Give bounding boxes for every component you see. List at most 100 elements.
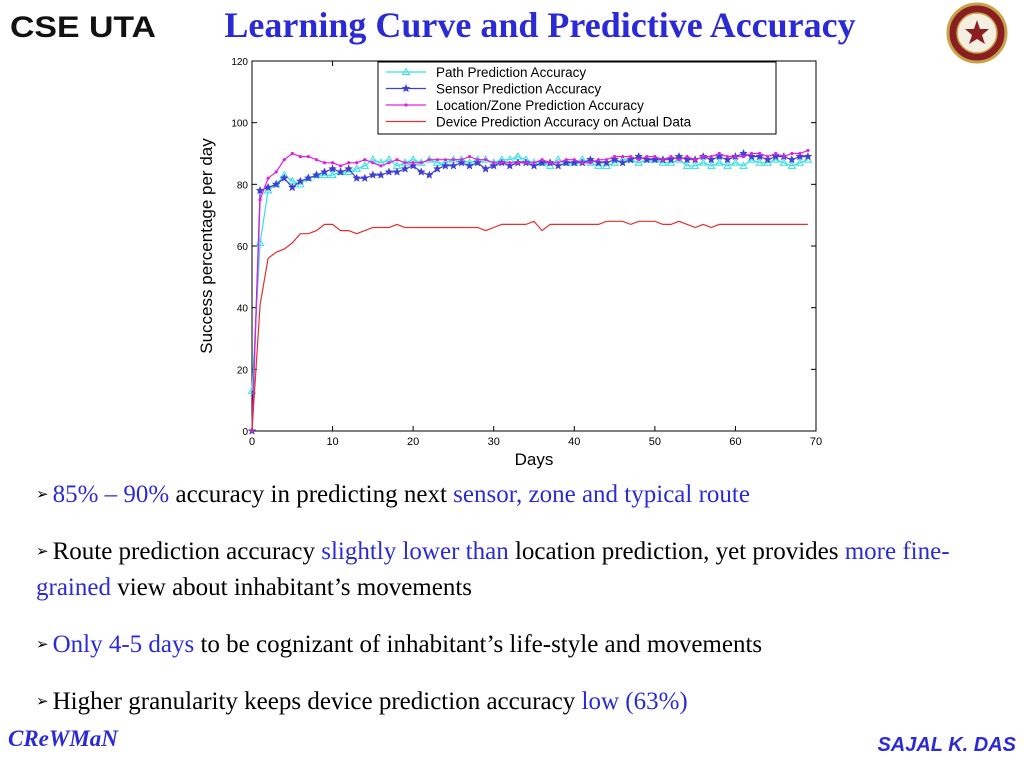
data-point — [682, 161, 692, 169]
chart-svg: 0 10 20 30 40 50 60 70 0 20 40 60 80 100 120 Path Pred… — [197, 57, 822, 469]
data-point — [795, 158, 805, 166]
chart-legend: Path Prediction Accuracy Sensor Predictio… — [377, 61, 777, 135]
data-point — [368, 170, 378, 179]
legend-label: Location/Zone Prediction Accuracy — [436, 98, 644, 113]
data-point — [618, 158, 628, 167]
bullet-arrow-icon: ➢ — [36, 542, 49, 560]
data-point — [537, 158, 547, 167]
data-point — [782, 154, 786, 159]
data-point — [384, 167, 394, 176]
logo-text: CSE UTA — [10, 11, 156, 44]
data-point — [492, 161, 496, 165]
data-point — [723, 161, 732, 169]
highlighted-text: sensor, zone and typical route — [453, 481, 750, 508]
data-point — [508, 161, 512, 165]
data-point — [706, 161, 716, 169]
bullet-arrow-icon: ➢ — [36, 692, 49, 710]
data-point — [448, 161, 458, 170]
data-point — [693, 158, 697, 162]
data-point — [298, 154, 302, 159]
data-point — [612, 154, 617, 159]
data-point — [411, 161, 415, 165]
legend-label: Path Prediction Accuracy — [436, 65, 586, 80]
y-tick-label: 40 — [237, 304, 249, 315]
data-point — [306, 154, 310, 159]
data-point — [758, 151, 762, 156]
data-point — [706, 155, 716, 164]
data-point — [387, 161, 391, 165]
data-point — [787, 161, 797, 169]
data-point — [602, 158, 611, 167]
data-point — [295, 176, 305, 186]
x-axis-label: Days — [515, 450, 554, 469]
data-point — [484, 158, 488, 162]
data-point — [500, 161, 504, 165]
data-point — [424, 170, 434, 179]
data-point — [363, 158, 367, 162]
data-point — [594, 158, 603, 167]
data-point — [803, 151, 813, 161]
data-point — [524, 161, 528, 165]
series-line — [251, 220, 808, 432]
y-tick-label: 100 — [231, 119, 248, 130]
highlighted-text: low (63%) — [581, 688, 688, 715]
data-point — [572, 158, 576, 162]
data-point — [731, 158, 740, 166]
x-tick-label: 70 — [810, 436, 822, 448]
data-point — [795, 151, 805, 161]
data-point — [312, 170, 321, 179]
data-point — [779, 158, 789, 166]
data-point — [404, 103, 408, 107]
data-point — [419, 161, 423, 165]
data-point — [392, 167, 402, 176]
data-point — [287, 182, 297, 192]
data-point — [467, 154, 472, 159]
data-point — [258, 198, 262, 202]
data-point — [339, 164, 343, 168]
data-point — [336, 167, 346, 176]
data-point — [714, 158, 724, 166]
data-point — [741, 154, 746, 159]
data-point — [395, 158, 399, 162]
data-point — [653, 154, 657, 159]
bullet-item: ➢ Only 4-5 days to be cognizant of inhabi… — [36, 626, 986, 663]
cse-uta-logo: CSE UTA — [10, 11, 156, 44]
data-point — [677, 158, 681, 162]
data-point — [489, 161, 499, 170]
data-point — [266, 176, 270, 180]
series-lines — [247, 148, 813, 435]
bullet-text: location prediction, yet provides — [508, 538, 845, 565]
bullet-item: ➢ Higher granularity keeps device predict… — [36, 683, 986, 720]
bullet-item: ➢ 85% – 90% accuracy in predicting next s… — [36, 476, 986, 513]
data-point — [314, 158, 319, 162]
series-4 — [251, 220, 808, 432]
data-point — [529, 161, 539, 170]
data-point — [457, 158, 466, 167]
data-point — [722, 155, 732, 164]
data-point — [344, 164, 354, 173]
x-tick-label: 30 — [488, 436, 500, 448]
data-point — [749, 151, 754, 156]
highlighted-text: more fine-grained — [36, 538, 950, 601]
data-point — [787, 155, 797, 164]
data-point — [766, 154, 770, 159]
data-point — [690, 161, 700, 169]
data-point — [588, 161, 592, 165]
data-point — [416, 167, 426, 176]
y-tick-label: 120 — [231, 57, 248, 68]
data-point — [427, 158, 431, 162]
data-point — [709, 154, 713, 159]
legend-box — [377, 61, 777, 135]
x-tick-label: 10 — [326, 436, 338, 448]
data-point — [379, 164, 383, 168]
data-point — [352, 164, 362, 172]
data-point — [645, 154, 649, 159]
data-point — [465, 161, 474, 170]
y-tick-label: 80 — [237, 180, 249, 191]
data-point — [634, 158, 644, 166]
data-point — [685, 154, 689, 159]
data-point — [755, 158, 764, 166]
learning-curve-chart: 0 10 20 30 40 50 60 70 0 20 40 60 80 100 120 Path Pred… — [186, 52, 836, 470]
y-tick-label: 20 — [237, 365, 249, 376]
data-point — [481, 164, 491, 173]
